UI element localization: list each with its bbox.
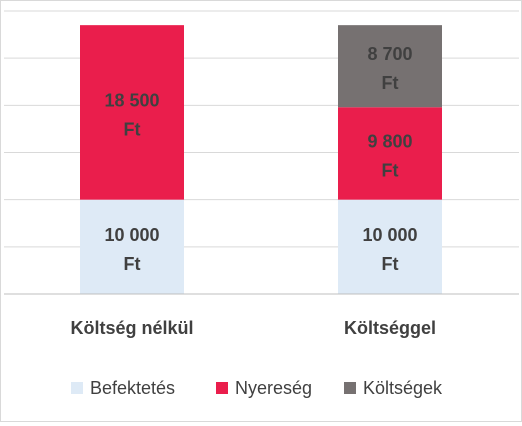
legend-label: Befektetés (90, 378, 175, 398)
legend-swatch (344, 382, 356, 394)
bar-segment-nyereség (80, 25, 184, 200)
bar-segment-befektetés (80, 199, 184, 294)
data-label: 10 000 Ft (362, 225, 417, 274)
data-label: 10 000 Ft (104, 225, 159, 274)
legend-swatch (71, 382, 83, 394)
legend-swatch (216, 382, 228, 394)
bar-segment-nyereség (338, 107, 442, 200)
data-label: 9 800 Ft (367, 131, 412, 180)
x-tick-label: Költség nélkül (70, 318, 193, 338)
legend-label: Költségek (363, 378, 443, 398)
data-label: 8 700 Ft (367, 44, 412, 93)
legend-label: Nyereség (235, 378, 312, 398)
data-label: 18 500 Ft (104, 90, 159, 139)
x-tick-label: Költséggel (344, 318, 436, 338)
bar-segment-költségek (338, 25, 442, 108)
bar-segment-befektetés (338, 199, 442, 294)
